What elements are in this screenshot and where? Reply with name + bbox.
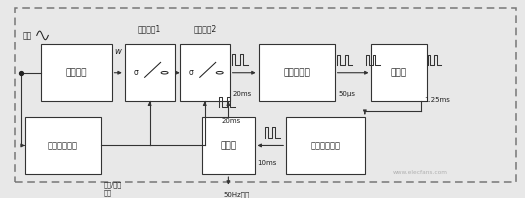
FancyBboxPatch shape xyxy=(25,117,101,174)
Text: 正弦波发生器: 正弦波发生器 xyxy=(310,141,341,150)
FancyBboxPatch shape xyxy=(372,44,426,101)
FancyBboxPatch shape xyxy=(202,117,255,174)
Text: w: w xyxy=(114,47,122,56)
Text: 分频器: 分频器 xyxy=(391,68,407,77)
Text: 市电: 市电 xyxy=(23,31,33,40)
Text: 市电电压检测: 市电电压检测 xyxy=(48,141,78,150)
FancyBboxPatch shape xyxy=(125,44,174,101)
FancyBboxPatch shape xyxy=(180,44,230,101)
FancyBboxPatch shape xyxy=(258,44,335,101)
Text: 变频器: 变频器 xyxy=(220,141,236,150)
Text: 波形变换: 波形变换 xyxy=(66,68,87,77)
Text: 20ms: 20ms xyxy=(233,91,252,97)
Text: 1.25ms: 1.25ms xyxy=(424,96,450,103)
FancyBboxPatch shape xyxy=(286,117,365,174)
Text: σ: σ xyxy=(188,68,193,77)
Text: 市电/电池
供电: 市电/电池 供电 xyxy=(104,182,122,196)
Text: 多谐振荡器: 多谐振荡器 xyxy=(283,68,310,77)
Text: σ: σ xyxy=(133,68,138,77)
Text: 模拟开关1: 模拟开关1 xyxy=(138,25,161,33)
Text: 20ms: 20ms xyxy=(221,118,240,124)
Text: 模拟开关2: 模拟开关2 xyxy=(193,25,216,33)
Text: www.elecfans.com: www.elecfans.com xyxy=(393,170,447,175)
FancyBboxPatch shape xyxy=(40,44,111,101)
Text: 50Hz基准: 50Hz基准 xyxy=(223,191,249,198)
Text: 10ms: 10ms xyxy=(257,160,276,166)
Text: 50μs: 50μs xyxy=(338,91,355,97)
